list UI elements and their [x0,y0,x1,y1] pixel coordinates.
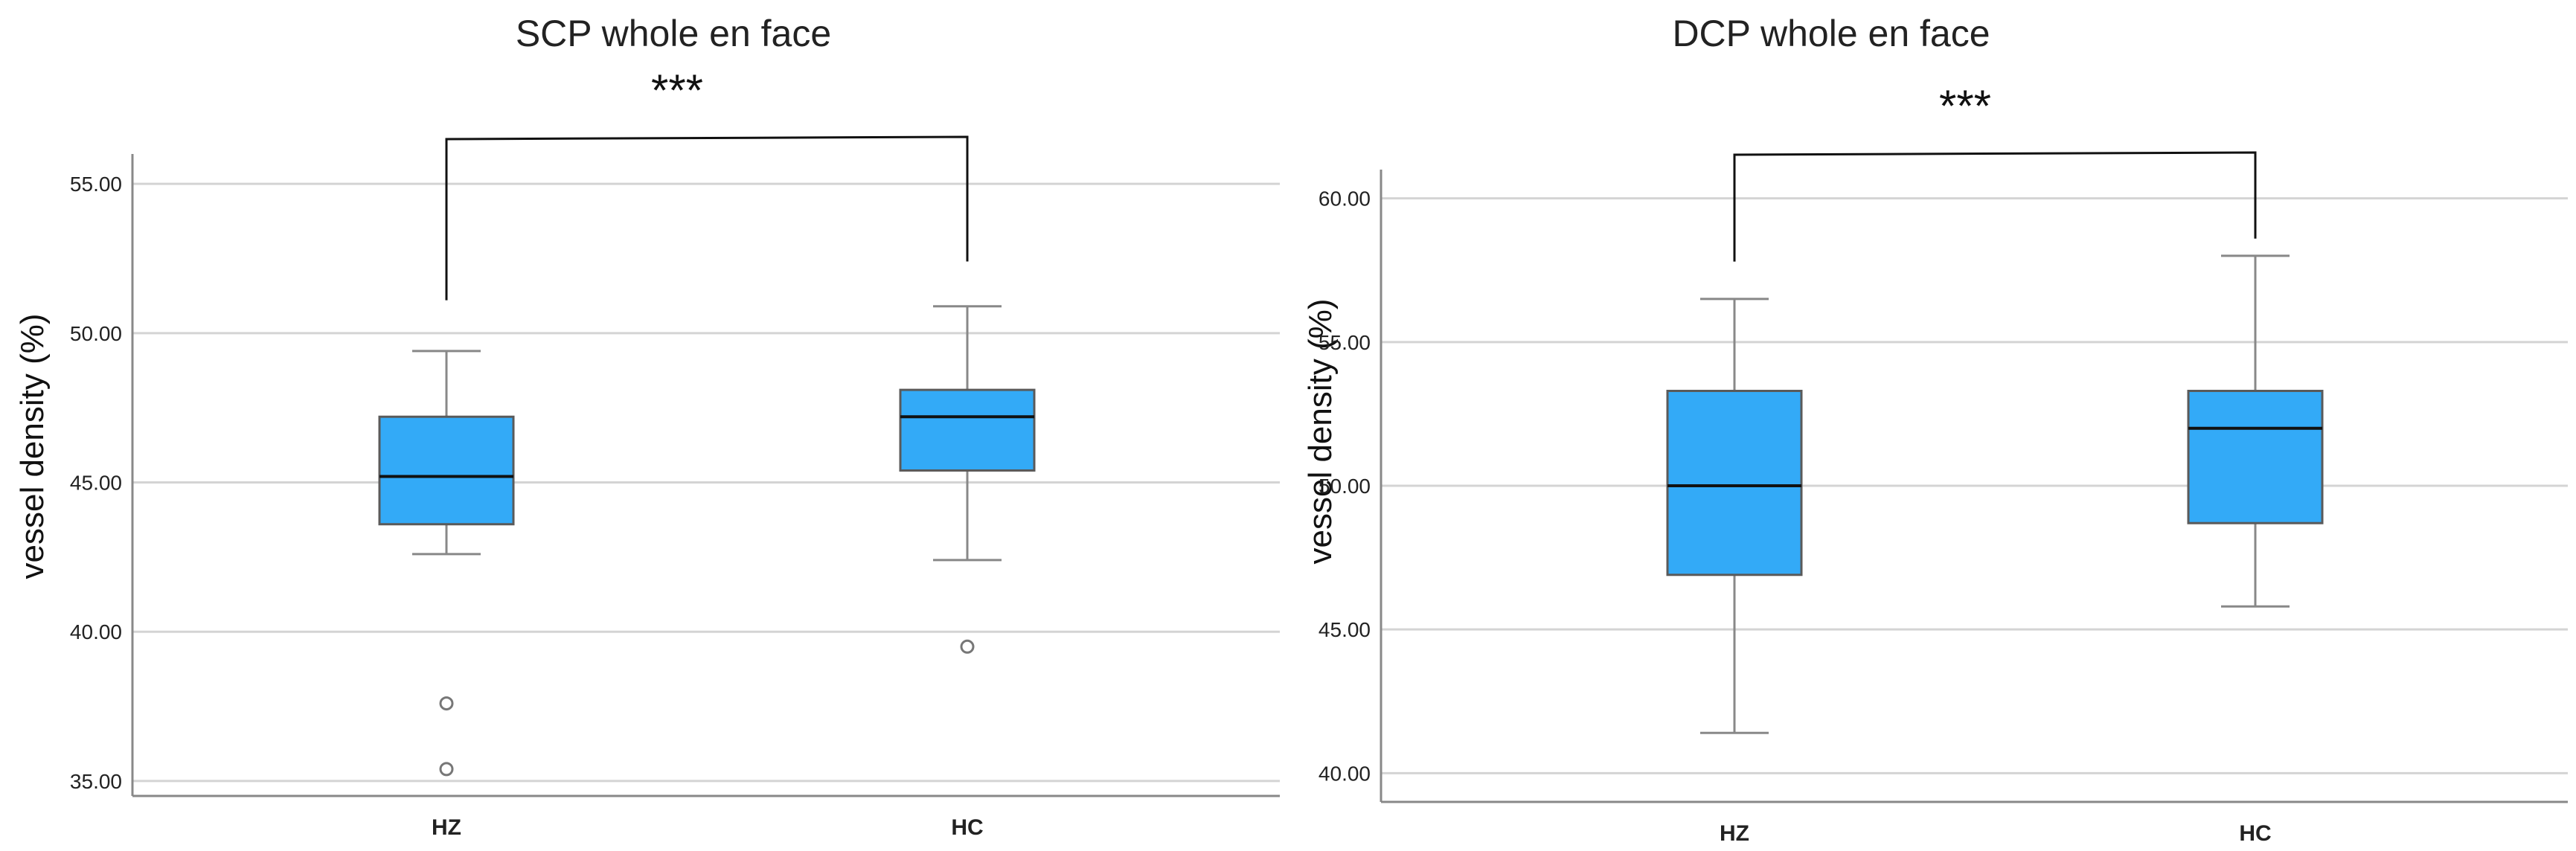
y-axis-label: vessel density (%) [14,313,51,579]
box-hc [899,305,1036,654]
chart-title: DCP whole en face [1672,13,1990,54]
significance-label: *** [1939,81,1991,131]
boxplot-chart-scp: SCP whole en face vessel density (%) 35.… [14,13,1280,840]
iqr-box [1666,390,1803,577]
outlier-point [439,762,454,777]
plot-area: 40.00 45.00 50.00 55.00 60.00 HZ HC *** [1319,81,2568,846]
x-tick-label: HC [951,815,983,840]
y-tick-label: 45.00 [1319,618,1371,641]
outlier-point [439,696,454,711]
y-tick-label: 45.00 [70,472,122,495]
x-tick-label: HC [2239,821,2271,846]
chart-title: SCP whole en face [516,13,831,54]
box-hz [378,350,515,777]
outlier-point [960,639,975,654]
x-tick-label: HZ [432,815,461,840]
box-hz [1666,298,1803,734]
x-tick-label: HZ [1720,821,1749,846]
iqr-box [2187,390,2324,524]
y-tick-label: 60.00 [1319,187,1371,211]
box-hc [2187,254,2324,608]
y-tick-label: 40.00 [70,620,122,643]
chart-panel-dcp: DCP whole en face vessel density (%) 40.… [1288,0,2576,851]
boxplot-chart-dcp: DCP whole en face vessel density (%) 40.… [1302,13,2568,846]
iqr-box [899,388,1036,472]
plot-area: 35.00 40.00 45.00 50.00 55.00 HZ HC *** [70,65,1280,840]
chart-panel-scp: SCP whole en face vessel density (%) 35.… [14,13,1280,840]
y-tick-label: 55.00 [1319,331,1371,354]
y-tick-label: 55.00 [70,173,122,196]
y-tick-label: 50.00 [70,322,122,345]
significance-bracket [1733,151,2257,262]
y-tick-label: 40.00 [1319,762,1371,785]
y-tick-label: 50.00 [1319,475,1371,498]
y-tick-label: 35.00 [70,770,122,793]
significance-bracket [445,135,969,301]
significance-label: *** [651,65,703,115]
y-axis-label: vessel density (%) [1302,298,1339,564]
iqr-box [378,415,515,526]
